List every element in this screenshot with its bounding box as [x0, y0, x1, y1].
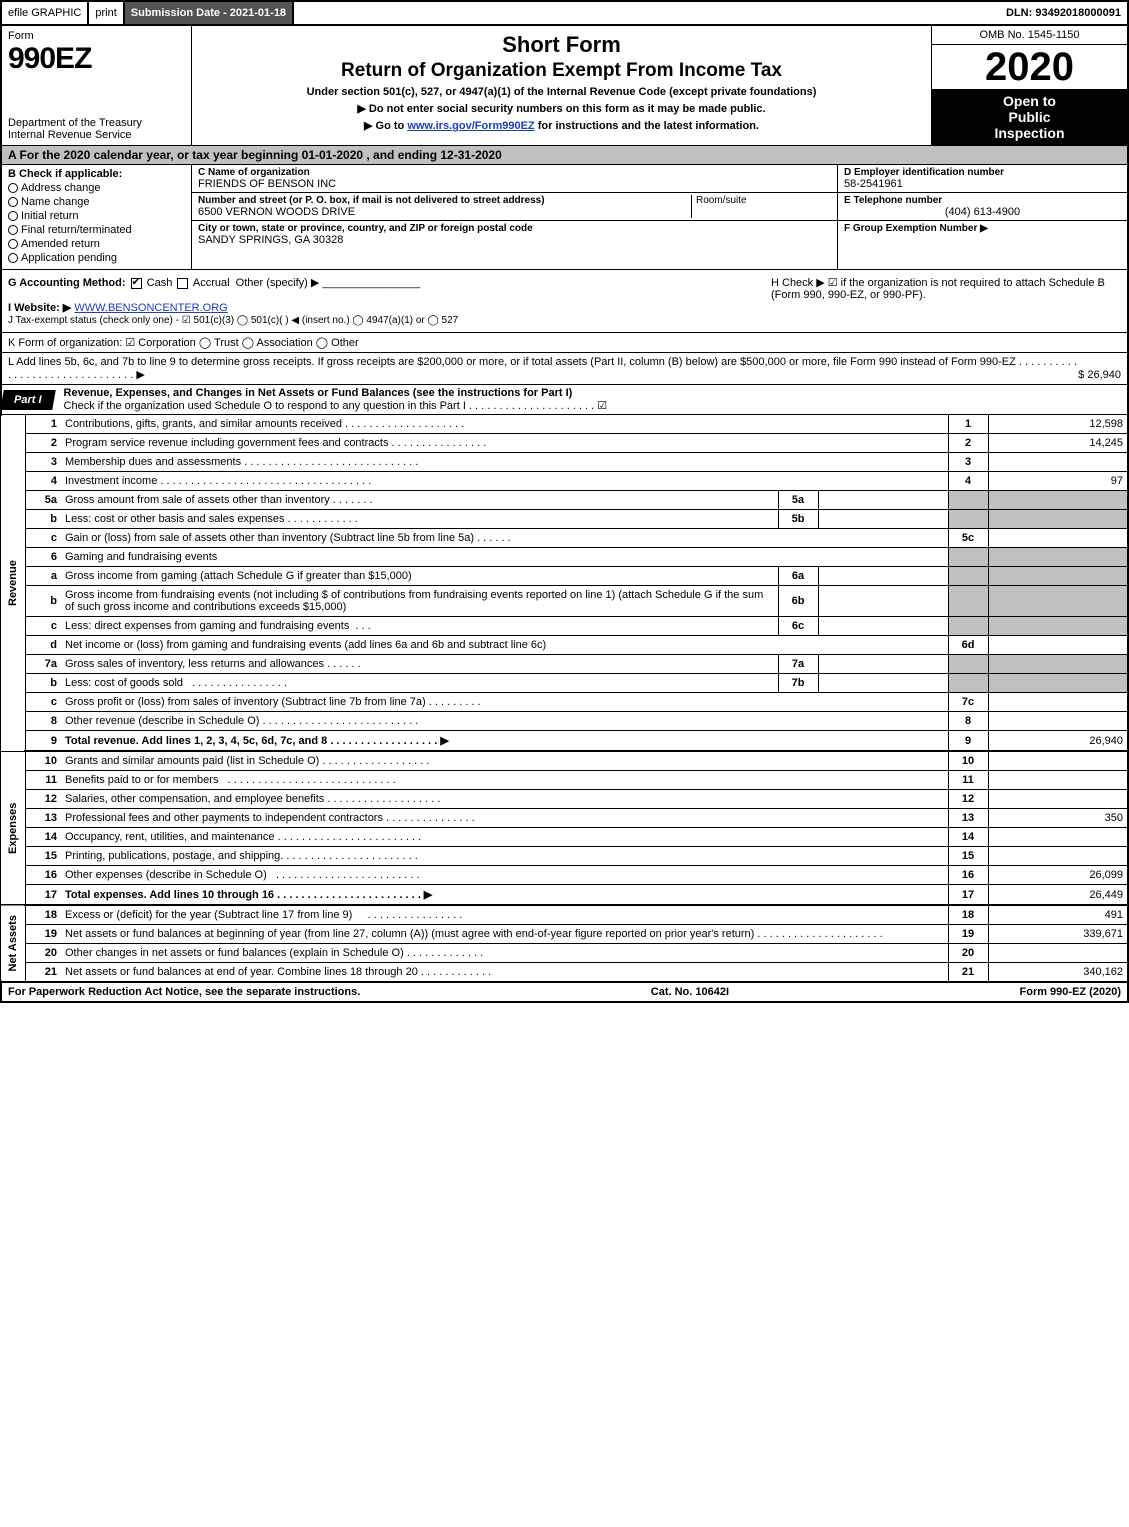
line3-amount — [988, 453, 1128, 472]
line4-amount: 97 — [988, 472, 1128, 491]
cb-address-change[interactable]: Address change — [8, 182, 185, 194]
form-number: 990EZ — [8, 42, 185, 76]
irs-link[interactable]: www.irs.gov/Form990EZ — [407, 120, 534, 132]
footer-left: For Paperwork Reduction Act Notice, see … — [8, 986, 360, 998]
form-word: Form — [8, 30, 185, 42]
accounting-method: G Accounting Method: Cash Accrual Other … — [8, 276, 771, 326]
line21-amount: 340,162 — [988, 963, 1128, 982]
line2-amount: 14,245 — [988, 434, 1128, 453]
footer-mid: Cat. No. 10642I — [651, 986, 729, 998]
part1-table: Revenue 1 Contributions, gifts, grants, … — [0, 415, 1129, 982]
footer-right: Form 990-EZ (2020) — [1020, 986, 1121, 998]
line9-amount: 26,940 — [988, 731, 1128, 752]
short-form-heading: Short Form — [200, 32, 923, 58]
line15-amount — [988, 847, 1128, 866]
part1-title: Revenue, Expenses, and Changes in Net As… — [60, 385, 1127, 414]
line5c-amount — [988, 529, 1128, 548]
line14-amount — [988, 828, 1128, 847]
cb-cash[interactable] — [131, 278, 142, 289]
cb-accrual[interactable] — [177, 278, 188, 289]
line11-amount — [988, 771, 1128, 790]
main-title: Return of Organization Exempt From Incom… — [200, 60, 923, 82]
org-name: FRIENDS OF BENSON INC — [198, 178, 831, 190]
website-link[interactable]: WWW.BENSONCENTER.ORG — [74, 302, 227, 314]
submission-date: Submission Date - 2021-01-18 — [125, 2, 294, 24]
header-grid: B Check if applicable: Address change Na… — [0, 165, 1129, 270]
row-l-amount: $ 26,940 — [1078, 369, 1121, 381]
line20-amount — [988, 944, 1128, 963]
title-right: OMB No. 1545-1150 2020 Open to Public In… — [932, 26, 1127, 145]
row-l-text: L Add lines 5b, 6c, and 7b to line 9 to … — [8, 356, 1078, 381]
cb-name-change[interactable]: Name change — [8, 196, 185, 208]
phone-label: E Telephone number — [844, 195, 1121, 206]
line12-amount — [988, 790, 1128, 809]
website-label: I Website: ▶ — [8, 302, 71, 314]
box-b: B Check if applicable: Address change Na… — [2, 165, 192, 269]
row-h: H Check ▶ ☑ if the organization is not r… — [771, 276, 1121, 326]
title-block: Form 990EZ Department of the Treasury In… — [0, 26, 1129, 146]
box-c: C Name of organization FRIENDS OF BENSON… — [192, 165, 837, 269]
line19-amount: 339,671 — [988, 925, 1128, 944]
warning-line: ▶ Do not enter social security numbers o… — [200, 102, 923, 115]
efile-label: efile GRAPHIC — [2, 2, 89, 24]
goto-line: ▶ Go to www.irs.gov/Form990EZ for instru… — [200, 119, 923, 132]
phone-value: (404) 613-4900 — [844, 206, 1121, 218]
line8-amount — [988, 712, 1128, 731]
form-ident: Form 990EZ Department of the Treasury In… — [2, 26, 192, 145]
row-l: L Add lines 5b, 6c, and 7b to line 9 to … — [0, 353, 1129, 385]
subtitle: Under section 501(c), 527, or 4947(a)(1)… — [200, 86, 923, 98]
row-k: K Form of organization: ☑ Corporation ◯ … — [0, 333, 1129, 353]
ein-label: D Employer identification number — [844, 167, 1121, 178]
row-a-tax-year: A For the 2020 calendar year, or tax yea… — [0, 146, 1129, 165]
netassets-side-label: Net Assets — [1, 905, 25, 982]
ein-value: 58-2541961 — [844, 178, 1121, 190]
row-g-h: G Accounting Method: Cash Accrual Other … — [0, 270, 1129, 333]
line7c-amount — [988, 693, 1128, 712]
line17-amount: 26,449 — [988, 885, 1128, 906]
city-value: SANDY SPRINGS, GA 30328 — [198, 234, 831, 246]
row-j: J Tax-exempt status (check only one) - ☑… — [8, 315, 458, 326]
line1-amount: 12,598 — [988, 415, 1128, 434]
org-name-label: C Name of organization — [198, 167, 831, 178]
part1-tab: Part I — [0, 390, 55, 410]
top-bar: efile GRAPHIC print Submission Date - 20… — [0, 0, 1129, 26]
city-label: City or town, state or province, country… — [198, 223, 831, 234]
box-def: D Employer identification number 58-2541… — [837, 165, 1127, 269]
cb-application-pending[interactable]: Application pending — [8, 252, 185, 264]
cb-final-return[interactable]: Final return/terminated — [8, 224, 185, 236]
print-button[interactable]: print — [89, 2, 124, 24]
addr-label: Number and street (or P. O. box, if mail… — [198, 195, 691, 206]
department-label: Department of the Treasury Internal Reve… — [8, 109, 185, 141]
part1-header: Part I Revenue, Expenses, and Changes in… — [0, 385, 1129, 415]
tax-year: 2020 — [932, 45, 1127, 89]
line10-amount — [988, 751, 1128, 771]
line18-amount: 491 — [988, 905, 1128, 925]
group-exemption-label: F Group Exemption Number ▶ — [844, 223, 1121, 234]
revenue-side-label: Revenue — [1, 415, 25, 751]
cb-initial-return[interactable]: Initial return — [8, 210, 185, 222]
room-label: Room/suite — [691, 195, 831, 218]
addr-value: 6500 VERNON WOODS DRIVE — [198, 206, 691, 218]
form-title-center: Short Form Return of Organization Exempt… — [192, 26, 932, 145]
cb-amended-return[interactable]: Amended return — [8, 238, 185, 250]
open-to-public: Open to Public Inspection — [932, 89, 1127, 145]
expenses-side-label: Expenses — [1, 751, 25, 905]
line13-amount: 350 — [988, 809, 1128, 828]
line6d-amount — [988, 636, 1128, 655]
box-b-heading: B Check if applicable: — [8, 168, 185, 180]
line16-amount: 26,099 — [988, 866, 1128, 885]
omb-number: OMB No. 1545-1150 — [932, 26, 1127, 45]
page-footer: For Paperwork Reduction Act Notice, see … — [0, 982, 1129, 1003]
dln-label: DLN: 93492018000091 — [1000, 2, 1127, 24]
